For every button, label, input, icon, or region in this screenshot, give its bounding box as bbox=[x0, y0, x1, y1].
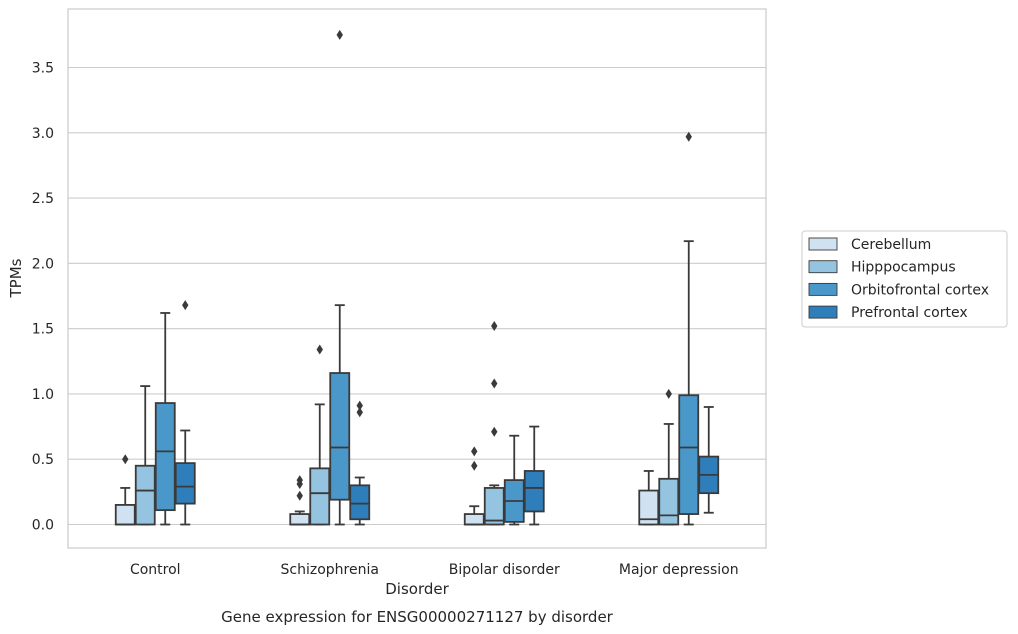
outlier-point bbox=[491, 321, 498, 332]
box-iqr bbox=[154, 402, 176, 512]
box-iqr bbox=[658, 477, 680, 526]
legend-swatch bbox=[808, 282, 838, 296]
box-iqr bbox=[289, 513, 311, 526]
x-tick-label: Bipolar disorder bbox=[449, 562, 560, 578]
outlier-point bbox=[296, 490, 303, 501]
x-axis-ticks: Control Schizophrenia Bipolar disorder Majo… bbox=[130, 562, 739, 578]
legend-frame bbox=[801, 230, 1008, 328]
outlier-point bbox=[491, 378, 498, 389]
y-axis-ticks: 0.0 0.5 1.0 1.5 2.0 2.5 3.0 3.5 bbox=[32, 61, 54, 534]
box-iqr bbox=[134, 464, 156, 526]
box-iqr bbox=[309, 467, 331, 526]
gridlines bbox=[68, 66, 766, 526]
x-tick-label: Control bbox=[130, 562, 181, 578]
box-group bbox=[289, 29, 371, 526]
y-tick-label: 2.5 bbox=[32, 191, 54, 207]
outlier-point bbox=[182, 300, 189, 311]
box-iqr bbox=[523, 470, 545, 513]
legend-swatch bbox=[808, 237, 838, 251]
outlier-point bbox=[491, 426, 498, 437]
box-iqr bbox=[329, 372, 351, 501]
x-axis-title: Disorder bbox=[385, 580, 449, 598]
legend-label: Cerebellum bbox=[851, 237, 931, 253]
box-group bbox=[638, 131, 720, 526]
outlier-point bbox=[336, 29, 343, 40]
outlier-point bbox=[316, 344, 323, 355]
y-tick-label: 3.5 bbox=[32, 61, 54, 77]
box-iqr bbox=[638, 489, 660, 526]
box-iqr bbox=[114, 504, 136, 526]
box-iqr bbox=[678, 394, 700, 515]
outlier-point bbox=[356, 400, 363, 411]
outlier-point bbox=[356, 407, 363, 418]
legend-label: Prefrontal cortex bbox=[851, 305, 968, 321]
y-tick-label: 1.0 bbox=[32, 387, 54, 403]
box-iqr bbox=[174, 462, 196, 505]
y-tick-label: 1.5 bbox=[32, 322, 54, 338]
outlier-point bbox=[471, 446, 478, 457]
box-group bbox=[114, 300, 196, 526]
legend-swatch bbox=[808, 260, 838, 274]
y-tick-label: 2.0 bbox=[32, 256, 54, 272]
outlier-point bbox=[685, 131, 692, 142]
legend-label: Hipppocampus bbox=[851, 260, 956, 276]
box-group bbox=[463, 321, 545, 526]
box-iqr bbox=[349, 484, 371, 521]
outlier-point bbox=[665, 388, 672, 399]
outlier-point bbox=[122, 454, 129, 465]
box-iqr bbox=[483, 487, 505, 526]
y-tick-label: 3.0 bbox=[32, 126, 54, 142]
y-axis-title: TPMs bbox=[7, 258, 25, 298]
x-tick-label: Schizophrenia bbox=[281, 562, 379, 578]
plot-frame bbox=[67, 8, 767, 549]
chart-caption: Gene expression for ENSG00000271127 by d… bbox=[221, 608, 614, 626]
outlier-point bbox=[296, 475, 303, 486]
outlier-point bbox=[471, 460, 478, 471]
box-groups bbox=[114, 29, 720, 526]
y-tick-label: 0.5 bbox=[32, 452, 54, 468]
y-tick-label: 0.0 bbox=[32, 518, 54, 534]
legend-swatch bbox=[808, 305, 838, 319]
box-iqr bbox=[463, 513, 485, 526]
x-tick-label: Major depression bbox=[619, 562, 739, 578]
legend: Cerebellum Hipppocampus Orbitofrontal cort… bbox=[801, 230, 1008, 328]
legend-label: Orbitofrontal cortex bbox=[851, 282, 989, 298]
